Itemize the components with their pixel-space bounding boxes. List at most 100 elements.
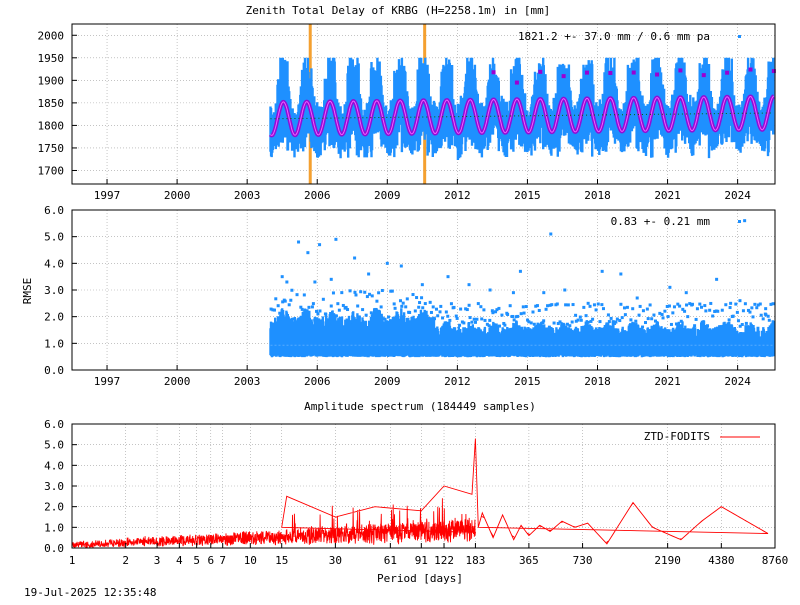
- rmse-outlier-point: [375, 299, 379, 303]
- rmse-outlier-point: [269, 307, 273, 311]
- rmse-outlier-point: [568, 324, 572, 328]
- rmse-outlier-point: [353, 290, 357, 294]
- rmse-outlier-point: [393, 306, 397, 310]
- ztd-peak-marker: [678, 68, 683, 73]
- rmse-outlier-point: [634, 319, 638, 323]
- rmse-outlier-point: [377, 291, 381, 295]
- rmse-outlier-point: [663, 309, 667, 313]
- spectrum-x-tick-label: 2190: [654, 554, 681, 567]
- rmse-outlier-point: [488, 288, 492, 292]
- ztd-x-tick-label: 2024: [724, 189, 751, 202]
- ztd-x-tick-label: 2009: [374, 189, 401, 202]
- rmse-outlier-point: [280, 275, 284, 279]
- rmse-outlier-point: [584, 314, 588, 318]
- rmse-outlier-point: [727, 318, 731, 322]
- ztd-peak-marker: [725, 70, 730, 75]
- ztd-x-tick-label: 2018: [584, 189, 611, 202]
- rmse-outlier-point: [398, 299, 402, 303]
- rmse-outlier-point: [531, 310, 535, 314]
- ztd-x-tick-label: 2012: [444, 189, 471, 202]
- rmse-outlier-point: [423, 302, 427, 306]
- rmse-outlier-point: [576, 318, 580, 322]
- rmse-outlier-point: [369, 311, 373, 315]
- ztd-y-tick-label: 1850: [38, 97, 65, 110]
- rmse-x-tick-label: 2003: [234, 375, 261, 388]
- rmse-outlier-point: [356, 304, 360, 308]
- spectrum-x-tick-label: 6: [207, 554, 214, 567]
- rmse-outlier-point: [683, 309, 687, 313]
- rmse-outlier-point: [292, 317, 296, 321]
- rmse-y-tick-label: 4.0: [44, 257, 64, 270]
- rmse-outlier-point: [748, 310, 752, 314]
- spectrum-x-tick-label: 365: [519, 554, 539, 567]
- rmse-axis-label: RMSE: [21, 278, 34, 305]
- rmse-outlier-point: [278, 317, 282, 321]
- rmse-outlier-point: [340, 291, 344, 295]
- rmse-outlier-point: [364, 313, 368, 317]
- rmse-outlier-point: [474, 320, 478, 324]
- rmse-outlier-point: [399, 264, 403, 268]
- rmse-outlier-point: [526, 318, 530, 322]
- rmse-outlier-point: [429, 310, 433, 314]
- rmse-outlier-point: [281, 300, 285, 304]
- rmse-outlier-point: [285, 316, 289, 320]
- rmse-outlier-point: [417, 305, 421, 309]
- rmse-outlier-point: [600, 269, 604, 273]
- rmse-y-tick-label: 0.0: [44, 364, 64, 377]
- rmse-outlier-point: [591, 317, 595, 321]
- rmse-outlier-point: [508, 304, 512, 308]
- rmse-outlier-point: [771, 302, 775, 306]
- rmse-outlier-point: [660, 313, 664, 317]
- spectrum-x-tick-label: 7: [219, 554, 226, 567]
- rmse-outlier-point: [623, 313, 627, 317]
- spectrum-y-tick-label: 3.0: [44, 480, 64, 493]
- ztd-peak-marker: [631, 70, 636, 75]
- ztd-mean-line: [270, 112, 774, 120]
- rmse-outlier-point: [755, 306, 759, 310]
- ztd-y-tick-label: 1900: [38, 74, 65, 87]
- rmse-outlier-point: [306, 251, 310, 255]
- rmse-outlier-point: [458, 323, 462, 327]
- rmse-outlier-point: [468, 316, 472, 320]
- spectrum-x-axis-label: Period [days]: [377, 572, 463, 585]
- ztd-title: Zenith Total Delay of KRBG (H=2258.1m) i…: [246, 4, 551, 17]
- rmse-outlier-point: [555, 302, 559, 306]
- rmse-outlier-point: [603, 324, 607, 328]
- ztd-seasonal-model-center: [270, 95, 774, 136]
- rmse-outlier-point: [344, 305, 348, 309]
- rmse-outlier-point: [560, 324, 564, 328]
- rmse-outlier-point: [305, 313, 309, 317]
- rmse-outlier-point: [503, 323, 507, 327]
- rmse-outlier-point: [511, 291, 515, 295]
- rmse-outlier-point: [729, 301, 733, 305]
- rmse-outlier-point: [766, 314, 770, 318]
- rmse-outlier-point: [389, 289, 393, 293]
- rmse-outlier-point: [480, 317, 484, 321]
- spectrum-x-tick-label: 122: [434, 554, 454, 567]
- rmse-outlier-point: [438, 310, 442, 314]
- rmse-outlier-point: [679, 319, 683, 323]
- rmse-outlier-point: [563, 288, 567, 292]
- rmse-outlier-point: [566, 303, 570, 307]
- rmse-outlier-point: [619, 272, 623, 276]
- rmse-outlier-point: [542, 291, 546, 295]
- rmse-outlier-point: [472, 317, 476, 321]
- ztd-data: [268, 57, 776, 160]
- rmse-outlier-point: [586, 301, 590, 305]
- rmse-outlier-point: [579, 318, 583, 322]
- rmse-outlier-point: [482, 308, 486, 312]
- rmse-outlier-point: [467, 303, 471, 307]
- spectrum-x-tick-label: 730: [573, 554, 593, 567]
- rmse-outlier-point: [329, 304, 333, 308]
- rmse-outlier-point: [607, 320, 611, 324]
- rmse-outlier-point: [387, 315, 391, 319]
- rmse-outlier-point: [734, 302, 738, 306]
- rmse-outlier-point: [686, 315, 690, 319]
- rmse-outlier-point: [336, 302, 340, 306]
- rmse-outlier-point: [274, 297, 278, 301]
- rmse-outlier-point: [753, 302, 757, 306]
- rmse-outlier-point: [386, 322, 390, 326]
- rmse-outlier-point: [313, 318, 317, 322]
- rmse-outlier-point: [529, 321, 533, 325]
- spectrum-y-tick-label: 2.0: [44, 501, 64, 514]
